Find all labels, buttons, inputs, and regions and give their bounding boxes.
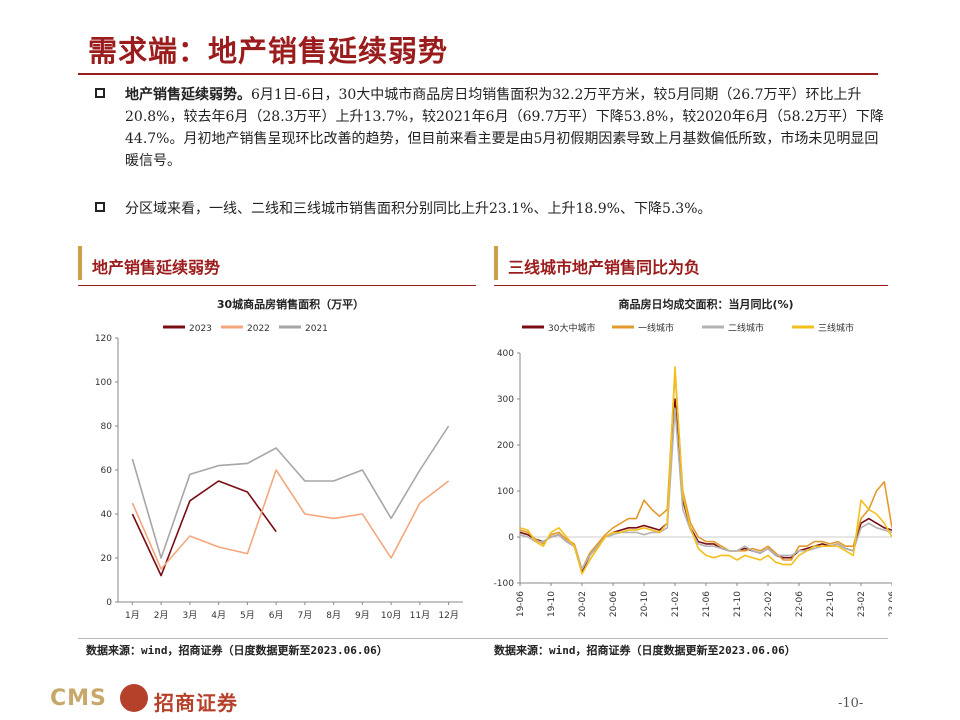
- x-tick-label: 2月: [154, 610, 169, 621]
- legend-label: 三线城市: [818, 322, 854, 334]
- left-section-divider: [78, 285, 476, 286]
- x-tick-label: 1月: [125, 610, 140, 621]
- right-source-note: 数据来源：wind，招商证券（日度数据更新至2023.06.06）: [494, 644, 796, 657]
- y-tick-label: 400: [497, 349, 514, 359]
- bullet-1-text: 6月1日-6日，30大中城市商品房日均销售面积为32.2万平方米，较5月同期（2…: [125, 87, 884, 169]
- chart-yoy-sales: 商品房日均成交面积：当月同比(%) 30大中城市 一线城市 二线城市 三线城市 -100 0…: [494, 297, 892, 617]
- y-tick-label: -100: [494, 579, 515, 589]
- x-tick-label: 22-06: [795, 591, 805, 617]
- x-tick-label: 20-10: [640, 591, 650, 617]
- y-tick-label: 0: [106, 598, 112, 608]
- right-heading-label: 三线城市地产销售同比为负: [508, 258, 701, 277]
- x-tick-label: 21-02: [671, 591, 681, 617]
- title-divider: [78, 73, 878, 75]
- x-tick-label: 5月: [240, 610, 255, 621]
- x-tick-label: 7月: [298, 610, 313, 621]
- y-tick-label: 60: [101, 466, 113, 476]
- legend-label: 二线城市: [728, 322, 764, 334]
- page-number: -10-: [838, 696, 864, 711]
- y-tick-label: 20: [101, 554, 113, 564]
- x-tick-label: 19-10: [547, 591, 557, 617]
- series-line-2022: [131, 469, 450, 570]
- x-tick-label: 4月: [211, 610, 226, 621]
- series-line-2021: [131, 425, 450, 559]
- x-tick-label: 8月: [326, 610, 341, 621]
- square-bullet-icon: [95, 202, 105, 212]
- bullet-1-bold: 地产销售延续弱势。: [125, 87, 251, 103]
- x-tick-label: 20-06: [609, 591, 619, 617]
- legend-label: 2022: [247, 324, 270, 334]
- logo-seal-icon: [120, 684, 148, 712]
- bullet-2-text: 分区域来看，一线、二线和三线城市销售面积分别同比上升23.1%、上升18.9%、…: [125, 201, 712, 217]
- left-heading-label: 地产销售延续弱势: [92, 258, 221, 277]
- series-line-一线城市: [519, 370, 892, 571]
- chart-title: 商品房日均成交面积：当月同比(%): [618, 297, 793, 311]
- x-tick-label: 9月: [355, 610, 370, 621]
- x-tick-label: 22-02: [764, 591, 774, 617]
- y-tick-label: 80: [101, 422, 113, 432]
- logo-company-name: 招商证券: [154, 691, 238, 715]
- chart-30city-sales: 30城商品房销售面积（万平） 2023 2022 2021 0 20 40 60 80 100 12…: [95, 297, 463, 621]
- right-section-divider: [494, 285, 888, 286]
- legend-label: 2023: [189, 324, 212, 334]
- series-line-三线城市: [519, 366, 892, 575]
- chart-title: 30城商品房销售面积（万平）: [217, 297, 364, 311]
- legend-label: 2021: [305, 324, 328, 334]
- series-line-2023: [131, 480, 277, 577]
- x-tick-label: 19-06: [516, 591, 526, 617]
- x-tick-label: 23-06: [888, 591, 892, 617]
- legend-label: 一线城市: [638, 322, 674, 334]
- x-tick-label: 10月: [381, 610, 401, 621]
- logo-cms-text: CMS: [50, 686, 107, 711]
- x-tick-label: 22-10: [826, 591, 836, 617]
- footer-divider: [78, 638, 888, 639]
- y-tick-label: 100: [497, 487, 514, 497]
- x-tick-label: 21-10: [733, 591, 743, 617]
- y-tick-label: 40: [101, 510, 113, 520]
- heading-accent-bar: [494, 246, 498, 280]
- y-tick-label: 120: [95, 334, 112, 344]
- y-tick-label: 200: [497, 441, 514, 451]
- x-tick-label: 20-02: [578, 591, 588, 617]
- heading-accent-bar: [78, 246, 82, 280]
- left-source-note: 数据来源：wind，招商证券（日度数据更新至2023.06.06）: [86, 644, 388, 657]
- y-tick-label: 100: [95, 378, 112, 388]
- x-tick-label: 6月: [269, 610, 284, 621]
- y-tick-label: 0: [508, 533, 514, 543]
- y-tick-label: 300: [497, 395, 514, 405]
- square-bullet-icon: [95, 88, 105, 98]
- x-tick-label: 12月: [438, 610, 458, 621]
- x-tick-label: 11月: [410, 610, 430, 621]
- series-line-二线城市: [519, 407, 892, 571]
- page-title: 需求端：地产销售延续弱势: [88, 34, 449, 68]
- x-tick-label: 21-06: [702, 591, 712, 617]
- x-tick-label: 3月: [183, 610, 198, 621]
- legend-label: 30大中城市: [548, 322, 595, 334]
- x-tick-label: 23-02: [857, 591, 867, 617]
